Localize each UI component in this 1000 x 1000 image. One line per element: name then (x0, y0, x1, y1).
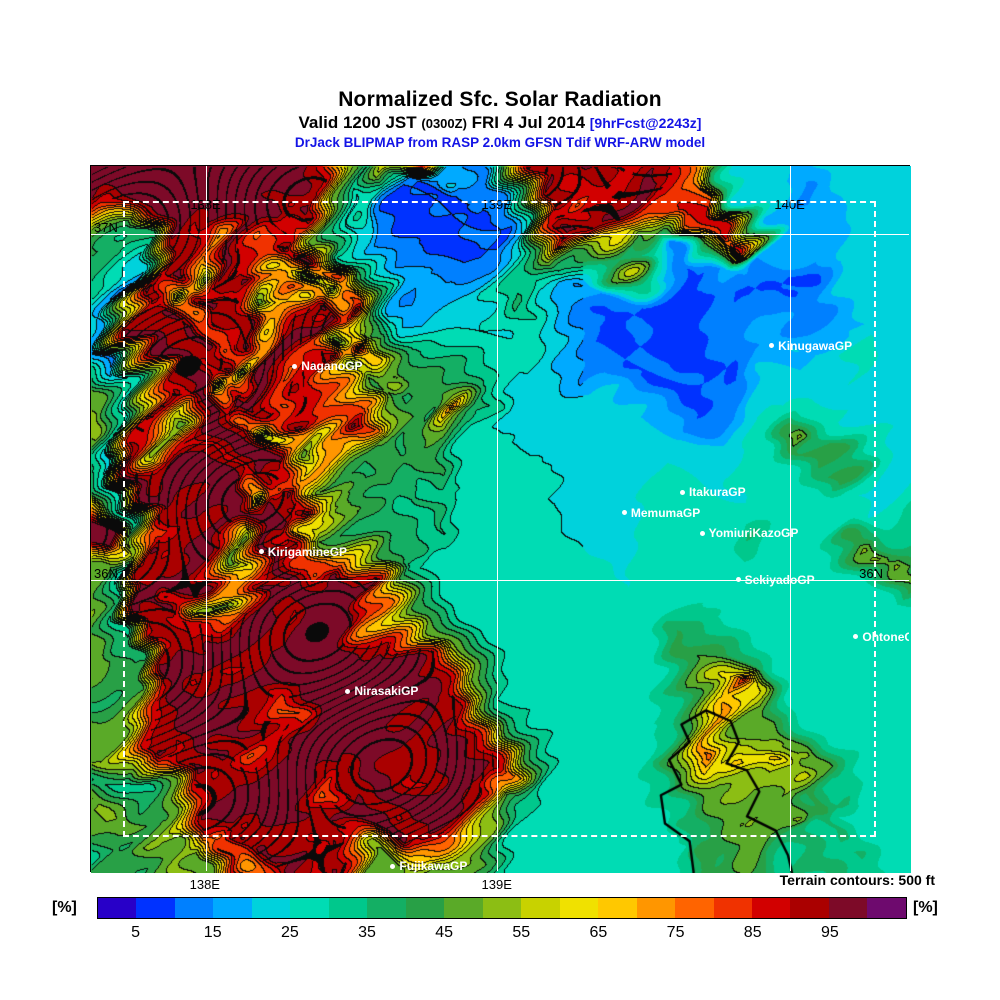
colorbar-tick-label: 15 (203, 924, 222, 941)
longitude-label-bottom: 139E (481, 877, 512, 892)
colorbar-segment (559, 898, 599, 918)
model-domain-boundary (122, 200, 877, 838)
terrain-contours-note: Terrain contours: 500 ft (779, 872, 935, 888)
colorbar-tick-label: 85 (743, 924, 762, 941)
colorbar-segment (867, 898, 906, 918)
map-area: 138E 139E 140E 37N 36N 36N NaganoGP KinugawaGP… (90, 165, 911, 873)
colorbar-segment (136, 898, 175, 918)
title-block: Normalized Sfc. Solar Radiation Valid 12… (0, 88, 1000, 150)
colorbar-segment (636, 898, 676, 918)
colorbar-segment (290, 898, 329, 918)
valid-time-line: Valid 1200 JST (0300Z) FRI 4 Jul 2014 [9… (0, 113, 1000, 133)
colorbar-segment (444, 898, 483, 918)
forecast-run-info: [9hrFcst@2243z] (589, 115, 702, 131)
colorbar-segment (367, 898, 406, 918)
colorbar-segment (713, 898, 752, 918)
colorbar-tick-label: 95 (820, 924, 839, 941)
colorbar-segment (598, 898, 637, 918)
colorbar-tick-label: 45 (435, 924, 454, 941)
colorbar-segment (174, 898, 214, 918)
colorbar-tick-labels: 5 15 25 35 45 55 65 75 85 95 (97, 924, 907, 944)
colorbar-segment (790, 898, 829, 918)
colorbar-tick-label: 25 (280, 924, 299, 941)
colorbar-tick-label: 35 (358, 924, 376, 941)
unit-label-left: [%] (52, 899, 77, 916)
unit-label-right: [%] (913, 899, 938, 916)
colorbar-segment (675, 898, 714, 918)
longitude-label-bottom: 138E (189, 877, 220, 892)
colorbar-segment (98, 898, 137, 918)
colorbar (97, 897, 907, 919)
model-info: DrJack BLIPMAP from RASP 2.0km GFSN Tdif… (294, 135, 706, 150)
colorbar-segment (405, 898, 445, 918)
colorbar-tick-label: 65 (589, 924, 608, 941)
colorbar-segment (251, 898, 291, 918)
colorbar-segment (328, 898, 368, 918)
colorbar-tick-label: 55 (512, 924, 531, 941)
colorbar-segment (828, 898, 868, 918)
radiation-heatmap-canvas (91, 166, 911, 873)
colorbar-tick-label: 75 (666, 924, 685, 941)
valid-time-date: FRI 4 Jul 2014 (466, 113, 590, 132)
chart-title: Normalized Sfc. Solar Radiation (338, 88, 662, 111)
valid-time-utc: (0300Z) (421, 116, 467, 131)
colorbar-segment (213, 898, 252, 918)
valid-time-prefix: Valid 1200 JST (298, 113, 422, 132)
colorbar-segment (751, 898, 791, 918)
colorbar-tick-label: 5 (131, 924, 141, 941)
colorbar-segment (521, 898, 560, 918)
colorbar-segment (482, 898, 522, 918)
